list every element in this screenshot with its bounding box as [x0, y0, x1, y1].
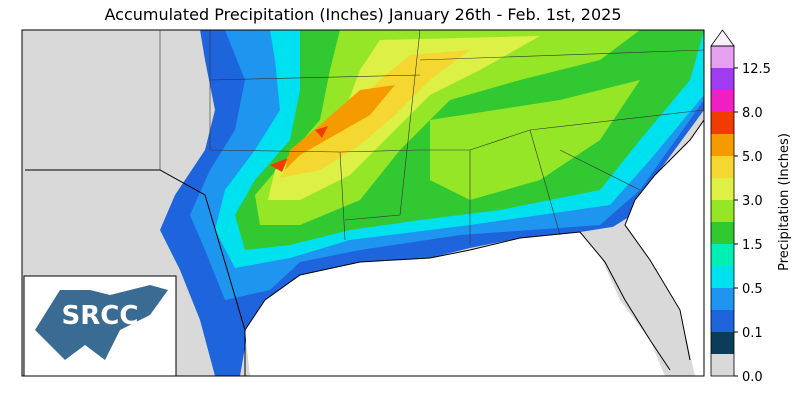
precip-orange [285, 85, 395, 170]
florida [580, 225, 690, 370]
colorbar-segment [711, 178, 734, 200]
colorbar-segment [711, 134, 734, 156]
logo-shape [35, 285, 168, 360]
colorbar-tick-label: 12.5 [742, 62, 771, 77]
colorbar-label: Precipitation (Inches) [777, 133, 792, 271]
colorbar-segment [711, 112, 734, 134]
gulf-of-mexico [245, 232, 665, 376]
coastline [25, 119, 704, 376]
colorbar-tick-label: 0.0 [742, 370, 763, 385]
colorbar-extend [710, 29, 735, 47]
colorbar-tick-label: 5.0 [742, 150, 763, 165]
colorbar-segment [711, 222, 734, 244]
colorbar-frame [710, 45, 735, 377]
colorbar-tick-label: 0.1 [742, 326, 763, 341]
colorbar-segment [711, 156, 734, 178]
map-area: SRCC [22, 30, 704, 376]
precip-green-east [430, 80, 640, 200]
colorbar-segment [711, 354, 734, 376]
colorbar-segment [711, 288, 734, 310]
colorbar-tick-label: 1.5 [742, 238, 763, 253]
colorbar-segment [711, 46, 734, 68]
map-frame [21, 29, 705, 377]
colorbar-segment [711, 90, 734, 112]
logo-text: SRCC [62, 301, 139, 331]
colorbar-tick-label: 8.0 [742, 106, 763, 121]
atlantic-ocean [625, 120, 704, 376]
map-title: Accumulated Precipitation (Inches) Janua… [104, 5, 621, 24]
colorbar-segment [711, 68, 734, 90]
precip-yellow [280, 50, 470, 178]
colorbar-tick-label: 0.5 [742, 282, 763, 297]
colorbar-segment [711, 200, 734, 222]
colorbar-tick-label: 3.0 [742, 194, 763, 209]
colorbar-segment [711, 266, 734, 288]
colorbar-segment [711, 310, 734, 332]
colorbar-segment [711, 332, 734, 354]
precip-lightgreen [255, 30, 640, 225]
precip-red [270, 126, 328, 172]
colorbar-segment [711, 244, 734, 266]
colorbar: 0.0 0.1 0.5 1.5 3.0 5.0 8.0 12.5 [710, 29, 771, 385]
